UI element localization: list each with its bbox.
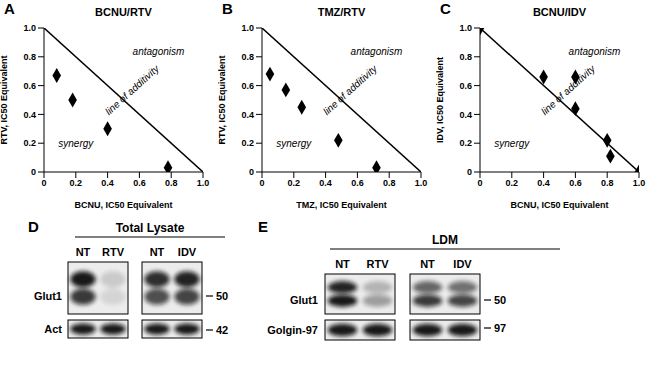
- html-text:line of additivity: line of additivity: [102, 63, 161, 118]
- svg-text:1.0: 1.0: [459, 23, 472, 33]
- html-text:B: B: [222, 0, 233, 17]
- svg-text:0.2: 0.2: [23, 138, 36, 148]
- html-text:A: A: [4, 0, 15, 17]
- svg-text:0: 0: [31, 167, 36, 177]
- svg-text:1.0: 1.0: [241, 23, 254, 33]
- svg-text:1.0: 1.0: [633, 178, 642, 188]
- svg-text:0.6: 0.6: [133, 178, 146, 188]
- svg-text:RTV: RTV: [102, 246, 125, 258]
- svg-text:TMZ, IC50 Equivalent: TMZ, IC50 Equivalent: [296, 200, 387, 210]
- svg-text:97: 97: [494, 322, 506, 334]
- svg-text:0.8: 0.8: [23, 52, 36, 62]
- html-text:BCNU/RTV: BCNU/RTV: [95, 6, 152, 18]
- svg-text:0.6: 0.6: [569, 178, 582, 188]
- svg-text:BCNU, IC50 Equivalent: BCNU, IC50 Equivalent: [510, 200, 608, 210]
- svg-text:0.6: 0.6: [241, 81, 254, 91]
- svg-text:RTV, IC50 Equivalent: RTV, IC50 Equivalent: [8, 55, 9, 144]
- html-text:synergy: synergy: [494, 137, 530, 149]
- svg-text:0.4: 0.4: [241, 110, 254, 120]
- html-text:line of additivity: line of additivity: [538, 63, 597, 118]
- svg-text:NT: NT: [150, 246, 165, 258]
- html-text:line of additivity: line of additivity: [320, 63, 379, 118]
- svg-text:1.0: 1.0: [197, 178, 210, 188]
- svg-text:0.2: 0.2: [288, 178, 301, 188]
- svg-text:NT: NT: [76, 246, 91, 258]
- svg-text:50: 50: [494, 294, 506, 306]
- html-text:BCNU/IDV: BCNU/IDV: [532, 6, 587, 18]
- svg-text:0.8: 0.8: [383, 178, 396, 188]
- svg-text:1.0: 1.0: [23, 23, 36, 33]
- svg-text:0.8: 0.8: [601, 178, 614, 188]
- svg-text:0.8: 0.8: [165, 178, 178, 188]
- svg-text:0.4: 0.4: [319, 178, 332, 188]
- svg-text:IDV: IDV: [453, 258, 472, 270]
- svg-text:0.8: 0.8: [241, 52, 254, 62]
- svg-text:0.4: 0.4: [23, 110, 36, 120]
- svg-text:0.6: 0.6: [351, 178, 364, 188]
- svg-text:0.6: 0.6: [23, 81, 36, 91]
- svg-text:0: 0: [41, 178, 46, 188]
- svg-text:0: 0: [259, 178, 264, 188]
- svg-text:NT: NT: [335, 258, 350, 270]
- svg-text:0: 0: [467, 167, 472, 177]
- svg-text:0: 0: [249, 167, 254, 177]
- svg-text:NT: NT: [420, 258, 435, 270]
- html-text:antagonism: antagonism: [132, 45, 185, 57]
- svg-text:IDV, IC50 Equivalent: IDV, IC50 Equivalent: [436, 57, 445, 143]
- svg-text:0.8: 0.8: [459, 52, 472, 62]
- svg-text:D: D: [28, 218, 39, 235]
- svg-text:Golgin-97: Golgin-97: [267, 324, 318, 336]
- svg-text:LDM: LDM: [432, 233, 458, 247]
- svg-text:0.2: 0.2: [70, 178, 83, 188]
- svg-text:0.4: 0.4: [537, 178, 550, 188]
- html-text:synergy: synergy: [276, 137, 312, 149]
- html-text:synergy: synergy: [58, 137, 94, 149]
- svg-text:42: 42: [216, 324, 228, 336]
- svg-text:E: E: [258, 218, 268, 235]
- svg-text:RTV: RTV: [367, 258, 390, 270]
- svg-text:0: 0: [477, 178, 482, 188]
- svg-text:0.6: 0.6: [459, 81, 472, 91]
- html-text:antagonism: antagonism: [568, 45, 621, 57]
- svg-text:0.4: 0.4: [459, 110, 472, 120]
- svg-text:0.2: 0.2: [459, 138, 472, 148]
- svg-text:0.4: 0.4: [101, 178, 114, 188]
- html-text:antagonism: antagonism: [350, 45, 403, 57]
- svg-text:Glut1: Glut1: [34, 290, 62, 302]
- svg-text:0.2: 0.2: [506, 178, 519, 188]
- svg-text:0.2: 0.2: [241, 138, 254, 148]
- html-text:C: C: [440, 0, 451, 17]
- svg-text:Total Lysate: Total Lysate: [116, 221, 185, 235]
- html-text:TMZ/RTV: TMZ/RTV: [317, 6, 366, 18]
- svg-text:IDV: IDV: [178, 246, 197, 258]
- svg-text:50: 50: [216, 290, 228, 302]
- svg-text:1.0: 1.0: [415, 178, 428, 188]
- svg-text:RTV, IC50 Equivalent: RTV, IC50 Equivalent: [218, 55, 227, 144]
- svg-text:BCNU, IC50 Equivalent: BCNU, IC50 Equivalent: [74, 200, 172, 210]
- svg-text:Glut1: Glut1: [290, 294, 318, 306]
- svg-text:Act: Act: [44, 323, 62, 335]
